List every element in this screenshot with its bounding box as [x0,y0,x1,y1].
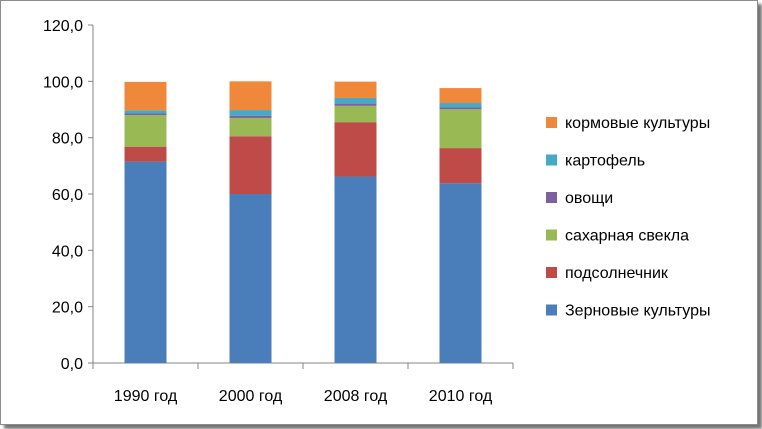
x-category-label: 2010 год [429,388,493,405]
y-axis-ticks: 0,0 20,0 40,0 60,0 80,0 100,0 120,0 [43,18,93,373]
x-category-label: 1990 год [114,388,178,405]
x-category-label: 2000 год [219,388,283,405]
legend-swatch [546,267,557,278]
y-tick-label: 0,0 [61,356,83,373]
legend-label: сахарная свекла [565,228,689,245]
stacked-bar-chart: 0,0 20,0 40,0 60,0 80,0 100,0 120,0 1990 год 20… [43,18,711,405]
bar-segment [229,194,272,363]
bar-segment [124,161,167,363]
bar-segment [124,113,167,116]
legend-label: овощи [565,190,613,207]
bar-segment [124,146,167,162]
bar-segment [334,176,377,363]
y-tick-label: 100,0 [43,74,83,91]
bar-segment [439,148,482,184]
legend: кормовые культуры картофель овощи сахарная … [546,115,711,320]
bar-segment [334,97,377,104]
bar-segment [439,109,482,149]
bar-segment [334,105,377,123]
legend-label: картофель [565,153,645,170]
bar-segment [229,115,272,118]
legend-label: кормовые культуры [565,115,710,132]
y-tick-label: 60,0 [52,187,83,204]
legend-label: подсолнечник [565,265,669,282]
bar-segment [229,110,272,116]
y-tick-label: 80,0 [52,131,83,148]
y-tick-label: 120,0 [43,18,83,35]
legend-swatch [546,192,557,203]
bar-segment [439,103,482,108]
bar-segment [439,88,482,104]
x-category-label: 2008 год [324,388,388,405]
bar-segment [124,110,167,114]
bar-segment [439,183,482,363]
bar-segment [334,81,377,98]
bars [124,81,482,363]
bar-segment [439,107,482,110]
bar-segment [229,136,272,194]
legend-label: Зерновые культуры [565,303,711,320]
legend-swatch [546,229,557,241]
y-tick-label: 40,0 [52,243,83,260]
bar-segment [229,117,272,137]
x-axis-labels: 1990 год 2000 год 2008 год 2010 год [92,363,514,405]
bar-segment [334,103,377,106]
legend-swatch [546,154,557,166]
bar-segment [229,81,272,111]
y-tick-label: 20,0 [52,300,83,317]
bar-segment [124,115,167,147]
bar-segment [124,81,167,111]
legend-swatch [546,304,557,316]
legend-swatch [546,117,557,128]
bar-segment [334,122,377,177]
